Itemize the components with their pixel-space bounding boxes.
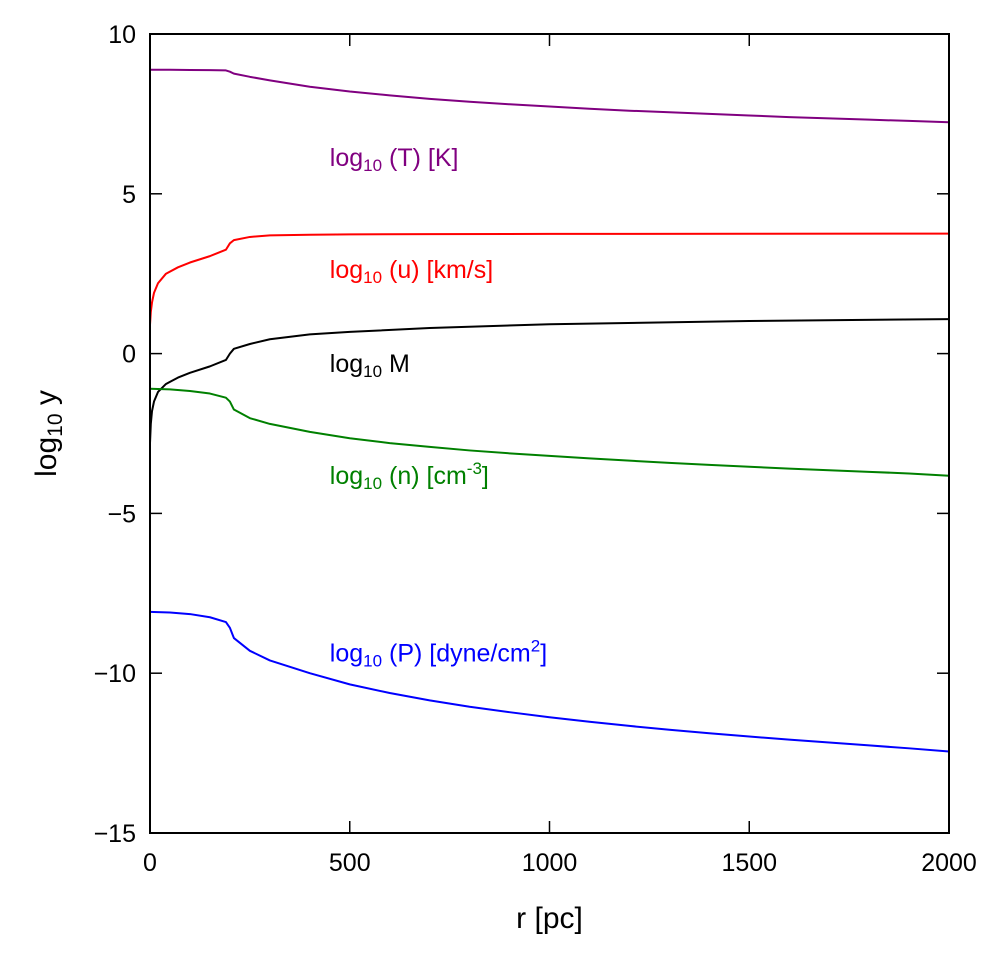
- series-line-T: [150, 68, 950, 124]
- series-label-T: log10 (T) [K]: [330, 144, 459, 175]
- x-tick-label: 2000: [921, 849, 977, 877]
- series-label-n: log10 (n) [cm-3]: [330, 459, 489, 493]
- y-tick-label: 10: [108, 21, 136, 49]
- series-line-M: [149, 318, 950, 444]
- y-axis-title-suffix: y: [30, 390, 63, 413]
- series-line-P: [149, 610, 950, 753]
- series-label-M: log10 M: [330, 350, 410, 381]
- x-tick-label: 500: [329, 849, 371, 877]
- y-axis-title: log10 y: [30, 390, 67, 477]
- ticks-layer: [149, 33, 950, 834]
- y-axis-title-sub: 10: [44, 413, 67, 436]
- x-axis-title: r [pc]: [516, 902, 583, 935]
- series-label-P: log10 (P) [dyne/cm2]: [330, 636, 547, 670]
- series-line-n: [149, 387, 950, 477]
- y-tick-label: −15: [94, 820, 136, 848]
- series-line-u: [149, 232, 950, 325]
- y-tick-label: 0: [122, 341, 136, 369]
- x-tick-label: 0: [143, 849, 157, 877]
- y-axis-title-prefix: log: [30, 437, 63, 477]
- labels-layer: 0 500 1000 1500 2000 −15 −10 −5 0 5 10 log10 (T) [K…: [94, 21, 977, 877]
- series-label-u: log10 (u) [km/s]: [330, 256, 493, 287]
- x-tick-label: 1000: [522, 849, 578, 877]
- y-tick-label: −10: [94, 660, 136, 688]
- x-tick-label: 1500: [721, 849, 777, 877]
- series-layer: [149, 68, 950, 753]
- y-tick-label: 5: [122, 181, 136, 209]
- plot-frame: [149, 33, 950, 834]
- y-tick-label: −5: [107, 500, 136, 528]
